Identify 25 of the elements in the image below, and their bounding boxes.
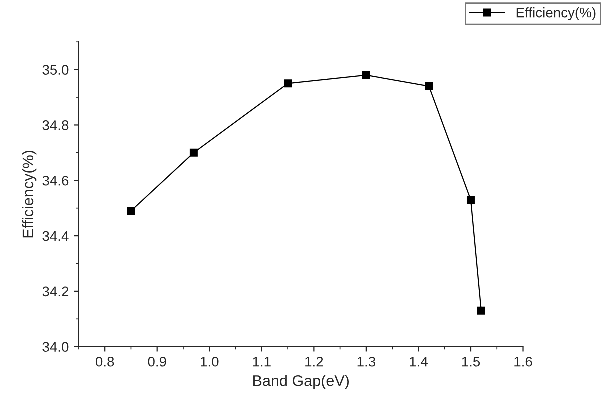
point: [425, 82, 434, 90]
x-tick-label: 0.9: [148, 356, 166, 367]
x-tick-label: 1.0: [201, 356, 219, 367]
point: [477, 306, 486, 315]
y-axis-title: Efficiency(%): [22, 150, 37, 238]
x-tick-label: 1.4: [410, 357, 428, 367]
y-tick-label: 34.6: [42, 176, 69, 186]
x-tick-label: 1.3: [358, 356, 376, 367]
y-tick-label: 35.0: [42, 65, 69, 75]
point: [284, 80, 292, 88]
x-tick-label: 1.1: [253, 357, 271, 367]
x-tick-label: 1.2: [306, 356, 324, 367]
x-tick-label: 1.6: [514, 356, 532, 367]
point: [466, 196, 475, 204]
x-tick-label: 1.5: [462, 357, 480, 367]
x-tick-label: 0.8: [96, 356, 114, 367]
point: [190, 148, 198, 157]
x-axis-title: Band Gap(eV): [254, 375, 349, 390]
y-tick-label: 34.8: [42, 120, 69, 130]
y-tick-label: 34.4: [42, 231, 69, 242]
point: [127, 207, 136, 216]
legend-label: Efficiency(%): [516, 8, 596, 20]
point: [362, 71, 370, 80]
y-tick-label: 34.0: [42, 342, 69, 352]
y-tick-label: 34.2: [42, 286, 69, 297]
